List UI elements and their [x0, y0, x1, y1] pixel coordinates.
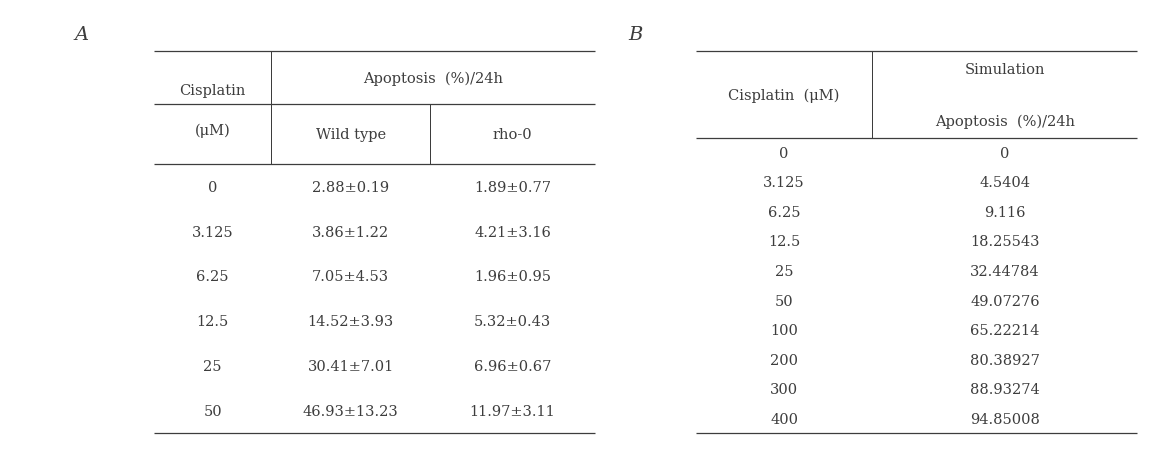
Text: Simulation: Simulation [965, 63, 1046, 77]
Text: 30.41±7.01: 30.41±7.01 [307, 359, 394, 373]
Text: 46.93±13.23: 46.93±13.23 [302, 404, 398, 418]
Text: 50: 50 [203, 404, 222, 418]
Text: 65.22214: 65.22214 [971, 323, 1040, 337]
Text: 3.125: 3.125 [763, 176, 805, 190]
Text: 6.25: 6.25 [767, 206, 801, 220]
Text: Apoptosis  (%)/24h: Apoptosis (%)/24h [935, 115, 1074, 129]
Text: Cisplatin: Cisplatin [179, 84, 246, 98]
Text: 0: 0 [779, 147, 789, 161]
Text: 100: 100 [770, 323, 799, 337]
Text: 80.38927: 80.38927 [969, 353, 1040, 367]
Text: 7.05±4.53: 7.05±4.53 [312, 270, 389, 284]
Text: 1.89±0.77: 1.89±0.77 [474, 180, 550, 194]
Text: 50: 50 [774, 294, 794, 308]
Text: 4.5404: 4.5404 [980, 176, 1031, 190]
Text: 2.88±0.19: 2.88±0.19 [312, 180, 389, 194]
Text: (μM): (μM) [195, 123, 231, 138]
Text: 18.25543: 18.25543 [971, 235, 1040, 249]
Text: 32.44784: 32.44784 [971, 264, 1040, 278]
Text: Apoptosis  (%)/24h: Apoptosis (%)/24h [362, 71, 503, 86]
Text: 12.5: 12.5 [769, 235, 800, 249]
Text: 4.21±3.16: 4.21±3.16 [474, 225, 550, 239]
Text: 25: 25 [203, 359, 222, 373]
Text: B: B [628, 26, 643, 44]
Text: Cisplatin  (μM): Cisplatin (μM) [728, 88, 840, 103]
Text: 0: 0 [1001, 147, 1010, 161]
Text: 200: 200 [770, 353, 799, 367]
Text: rho-0: rho-0 [493, 128, 532, 142]
Text: 14.52±3.93: 14.52±3.93 [307, 314, 394, 328]
Text: 400: 400 [770, 412, 799, 426]
Text: 11.97±3.11: 11.97±3.11 [470, 404, 555, 418]
Text: 9.116: 9.116 [984, 206, 1026, 220]
Text: 3.86±1.22: 3.86±1.22 [312, 225, 389, 239]
Text: 3.125: 3.125 [192, 225, 233, 239]
Text: 6.25: 6.25 [196, 270, 228, 284]
Text: 0: 0 [208, 180, 217, 194]
Text: Wild type: Wild type [315, 128, 385, 142]
Text: A: A [75, 26, 89, 44]
Text: 49.07276: 49.07276 [971, 294, 1040, 308]
Text: 5.32±0.43: 5.32±0.43 [474, 314, 552, 328]
Text: 88.93274: 88.93274 [971, 382, 1040, 396]
Text: 6.96±0.67: 6.96±0.67 [474, 359, 552, 373]
Text: 12.5: 12.5 [196, 314, 228, 328]
Text: 94.85008: 94.85008 [969, 412, 1040, 426]
Text: 300: 300 [770, 382, 799, 396]
Text: 1.96±0.95: 1.96±0.95 [474, 270, 550, 284]
Text: 25: 25 [774, 264, 794, 278]
